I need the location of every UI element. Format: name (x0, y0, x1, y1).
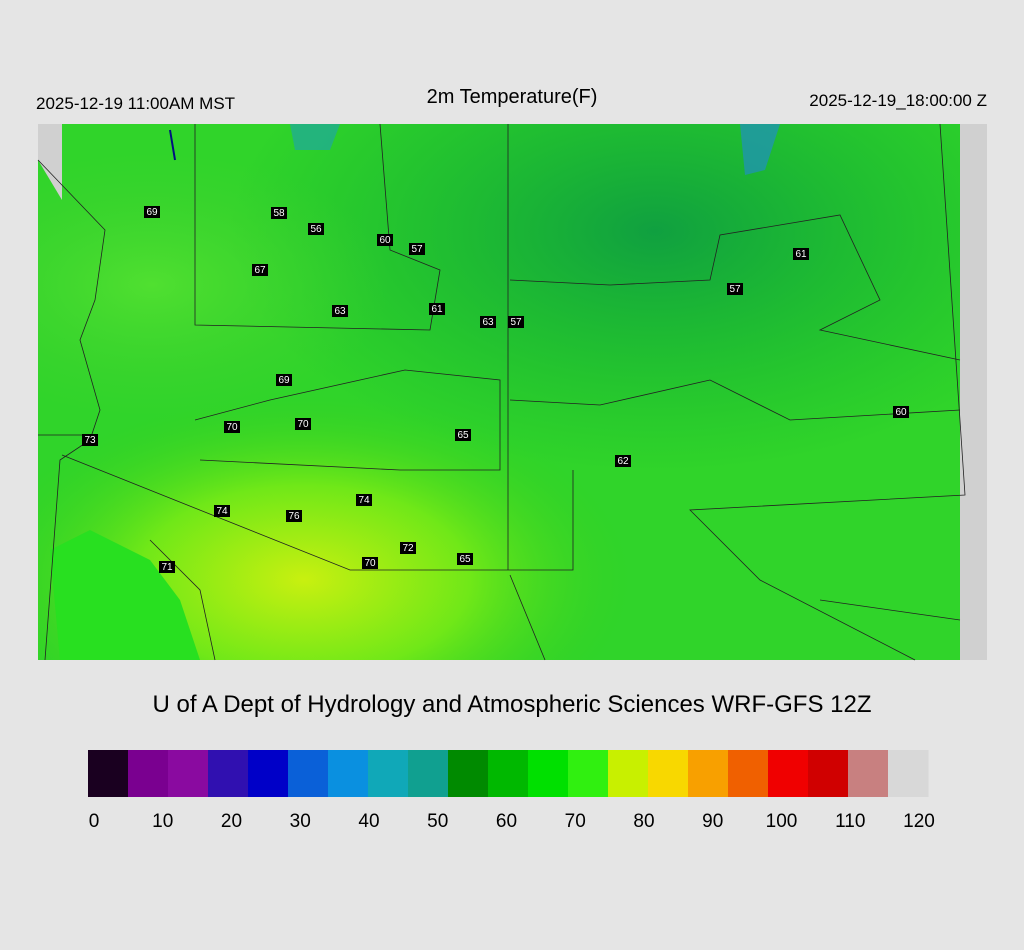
color-swatch (408, 750, 449, 797)
valid-time-utc: 2025-12-19_18:00:00 Z (809, 91, 987, 110)
valid-time-local: 2025-12-19 11:00AM MST (36, 94, 235, 113)
station-box (286, 510, 302, 522)
color-swatch (488, 750, 529, 797)
station-temp: 57 (510, 317, 522, 328)
station-temp: 74 (216, 506, 228, 517)
station-box (455, 429, 471, 441)
colorbar-tick-label: 10 (152, 811, 173, 832)
color-swatch (448, 750, 489, 797)
station-labels: 69 58 56 60 57 67 63 61 63 57 61 57 69 70 70 73 65 62 60 74… (82, 206, 909, 573)
station-box (480, 316, 496, 328)
station-box (615, 455, 631, 467)
station-box (362, 557, 378, 569)
station-box (276, 374, 292, 386)
color-swatch (368, 750, 409, 797)
station-temp: 62 (617, 456, 629, 467)
station-temp: 70 (364, 558, 376, 569)
colorbar-tick-label: 40 (358, 811, 379, 832)
station-box (224, 421, 240, 433)
color-swatch (648, 750, 689, 797)
station-temp: 73 (84, 435, 96, 446)
station-box (295, 418, 311, 430)
station-temp: 58 (273, 208, 285, 219)
station-box (727, 283, 743, 295)
station-temp: 69 (146, 207, 158, 218)
station-temp: 61 (795, 249, 807, 260)
station-box (377, 234, 393, 246)
station-temp: 74 (358, 495, 370, 506)
station-temp: 57 (729, 284, 741, 295)
map-title: 2m Temperature(F) (427, 86, 598, 108)
credit: U of A Dept of Hydrology and Atmospheric… (153, 691, 872, 718)
station-box (214, 505, 230, 517)
station-temp: 63 (482, 317, 494, 328)
color-swatch (568, 750, 609, 797)
station-box (793, 248, 809, 260)
color-swatch (88, 750, 129, 797)
station-temp: 67 (254, 265, 266, 276)
color-swatch (528, 750, 569, 797)
station-temp: 72 (402, 543, 414, 554)
station-temp: 70 (297, 419, 309, 430)
colorbar-tick-label: 110 (835, 811, 865, 832)
color-swatch (688, 750, 729, 797)
station-box (893, 406, 909, 418)
color-swatch (608, 750, 649, 797)
colorbar-tick-label: 120 (903, 811, 935, 832)
color-swatch (128, 750, 169, 797)
station-temp: 70 (226, 422, 238, 433)
colorbar-tick-label: 80 (633, 811, 654, 832)
station-box (159, 561, 175, 573)
station-temp: 57 (411, 244, 423, 255)
colorbar: 0 10 20 30 40 50 60 70 80 90 100 110 120 (88, 750, 935, 832)
station-box (271, 207, 287, 219)
station-temp: 60 (895, 407, 907, 418)
station-temp: 71 (161, 562, 173, 573)
color-swatch (208, 750, 249, 797)
station-temp: 61 (431, 304, 443, 315)
station-box (457, 553, 473, 565)
station-box (332, 305, 348, 317)
station-box (308, 223, 324, 235)
color-swatch (288, 750, 329, 797)
color-swatch (848, 750, 889, 797)
map (37, 123, 987, 661)
colorbar-tick-label: 50 (427, 811, 448, 832)
station-temp: 76 (288, 511, 300, 522)
station-temp: 56 (310, 224, 322, 235)
station-box (429, 303, 445, 315)
colorbar-tick-label: 70 (565, 811, 586, 832)
station-box (252, 264, 268, 276)
colorbar-tick-label: 90 (702, 811, 723, 832)
station-temp: 69 (278, 375, 290, 386)
colorbar-tick-label: 20 (221, 811, 242, 832)
station-temp: 63 (334, 306, 346, 317)
color-swatch (248, 750, 289, 797)
color-swatch (728, 750, 769, 797)
color-swatch (888, 750, 929, 797)
station-box (144, 206, 160, 218)
station-box (409, 243, 425, 255)
color-swatch (328, 750, 369, 797)
colorbar-tick-label: 30 (290, 811, 311, 832)
station-temp: 65 (459, 554, 471, 565)
colorbar-tick-label: 60 (496, 811, 517, 832)
station-box (400, 542, 416, 554)
colorbar-tick-label: 100 (766, 811, 798, 832)
color-swatch (768, 750, 809, 797)
station-box (82, 434, 98, 446)
station-temp: 65 (457, 430, 469, 441)
station-box (356, 494, 372, 506)
station-temp: 60 (379, 235, 391, 246)
color-swatch (168, 750, 209, 797)
station-box (508, 316, 524, 328)
colorbar-tick-label: 0 (89, 811, 100, 832)
color-swatch (808, 750, 849, 797)
